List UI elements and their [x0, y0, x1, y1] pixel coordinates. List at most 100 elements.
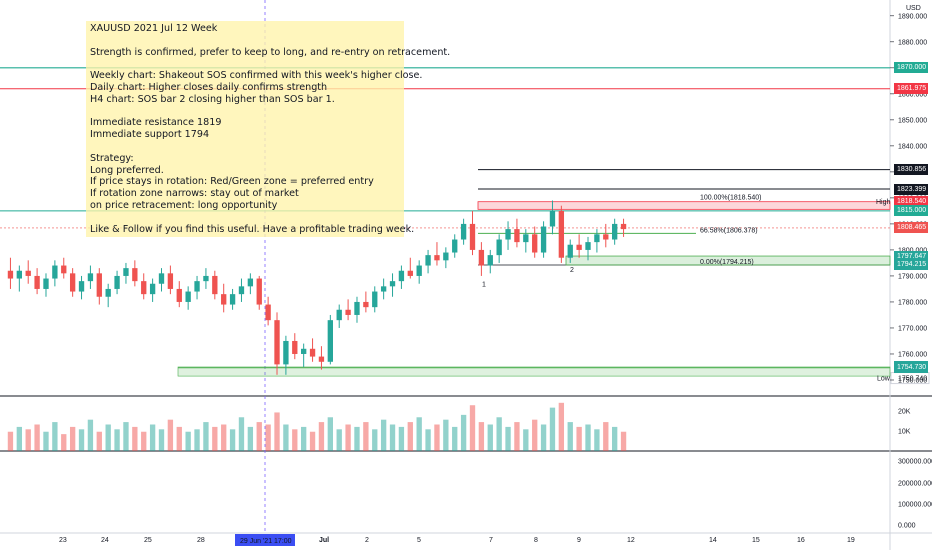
time-tick-label: 5	[417, 537, 421, 544]
note-line: Immediate support 1794	[90, 129, 210, 141]
volume-bar	[158, 429, 165, 451]
note-line: Long preferred.	[90, 164, 164, 176]
candle-body	[7, 270, 14, 279]
high-label: High	[876, 199, 891, 206]
volume-bar	[141, 431, 147, 451]
candle-body	[398, 270, 405, 282]
candle-body	[123, 268, 129, 276]
analysis-note: XAUUSD 2021 Jul 12 Week Strength is confi…	[86, 21, 451, 237]
candle-body	[167, 273, 174, 289]
candle-body	[603, 234, 609, 240]
candle-body	[452, 239, 458, 253]
candle-body	[407, 270, 413, 276]
volume-bar	[594, 429, 600, 451]
volume-bar	[549, 407, 556, 451]
indicator-tick-label: 300000.000	[898, 459, 932, 466]
price-tick-label: 1840.000	[898, 143, 927, 150]
candle-body	[443, 252, 449, 261]
price-tick-label: 1790.000	[898, 273, 927, 280]
price-tag: 1754.730	[894, 362, 928, 374]
volume-bar	[389, 424, 396, 451]
candle-body	[327, 320, 333, 362]
volume-bar	[87, 419, 94, 451]
candle-body	[532, 234, 538, 253]
currency-label: USD	[906, 5, 921, 12]
note-line: Strength is confirmed, prefer to keep to…	[90, 46, 451, 58]
note-line	[90, 141, 404, 153]
time-tick-label: 23	[59, 537, 67, 544]
candle-body	[194, 281, 200, 292]
volume-bar	[123, 422, 129, 451]
candle-body	[176, 288, 182, 302]
volume-bar	[247, 426, 254, 451]
candle-body	[425, 255, 431, 266]
time-tick-label: 19	[847, 537, 855, 544]
time-tick-label: 28	[197, 537, 205, 544]
candle-body	[380, 286, 387, 292]
candle-body	[336, 309, 342, 321]
bar-annotation: 1	[482, 281, 486, 288]
volume-bar	[505, 426, 511, 451]
fib-label: 0.00%(1794.215)	[700, 259, 754, 266]
note-line: H4 chart: SOS bar 2 closing higher than …	[90, 93, 335, 105]
price-tag: 1870.000	[894, 62, 928, 74]
volume-bar	[469, 405, 476, 451]
volume-bar	[61, 434, 67, 451]
volume-bar	[185, 431, 191, 451]
candle-body	[309, 348, 316, 357]
indicator-tick-label: 200000.000	[898, 481, 932, 488]
volume-bar	[301, 426, 307, 451]
volume-bar	[132, 426, 138, 451]
candle-body	[212, 275, 218, 295]
time-tick-label: 8	[534, 537, 538, 544]
volume-bar	[221, 424, 227, 451]
time-tick-label: 25	[144, 537, 152, 544]
candle-body	[96, 273, 102, 297]
note-line: XAUUSD 2021 Jul 12 Week	[90, 23, 218, 34]
candle-body	[43, 278, 49, 289]
volume-bar	[478, 422, 485, 451]
note-line: If rotation zone narrows: stay out of ma…	[90, 188, 299, 200]
volume-bar	[336, 429, 342, 451]
note-line: on price retracement: long opportunity	[90, 199, 278, 211]
volume-bar	[69, 426, 76, 451]
candle-body	[585, 242, 591, 250]
volume-bar	[434, 424, 440, 451]
candle-body	[549, 210, 556, 227]
candle-body	[221, 294, 227, 305]
volume-bar	[363, 422, 369, 451]
candle-body	[203, 275, 209, 282]
candle-body	[283, 340, 289, 365]
candle-body	[25, 270, 31, 276]
candles-layer	[7, 200, 627, 375]
price-tick-label: 1750.000	[898, 377, 927, 384]
time-tick-label: 2	[365, 537, 369, 544]
volume-bar	[354, 426, 360, 451]
price-tag: 1830.856	[894, 164, 928, 176]
candle-body	[149, 283, 156, 295]
candle-body	[469, 223, 476, 250]
candle-body	[345, 309, 351, 315]
price-tag: 1861.975	[894, 83, 928, 95]
note-line: If price stays in rotation: Red/Green zo…	[90, 176, 374, 188]
crosshair-time-box	[235, 534, 295, 546]
volume-bar	[283, 424, 289, 451]
candle-body	[158, 273, 165, 284]
time-tick-label: 16	[797, 537, 805, 544]
volume-bar	[398, 426, 405, 451]
time-tick-label: 24	[101, 537, 109, 544]
candle-body	[247, 278, 254, 287]
volume-bar	[203, 422, 209, 451]
volume-bar	[567, 422, 573, 451]
candle-body	[523, 234, 529, 243]
note-line: Strategy:	[90, 152, 134, 164]
volume-tick-label: 20K	[898, 409, 911, 416]
volume-bar	[78, 429, 85, 451]
candle-body	[505, 229, 511, 240]
support-zone	[177, 366, 891, 377]
volume-bar	[407, 422, 413, 451]
volume-bar	[114, 429, 120, 451]
candle-body	[416, 265, 422, 276]
candle-body	[594, 234, 600, 243]
